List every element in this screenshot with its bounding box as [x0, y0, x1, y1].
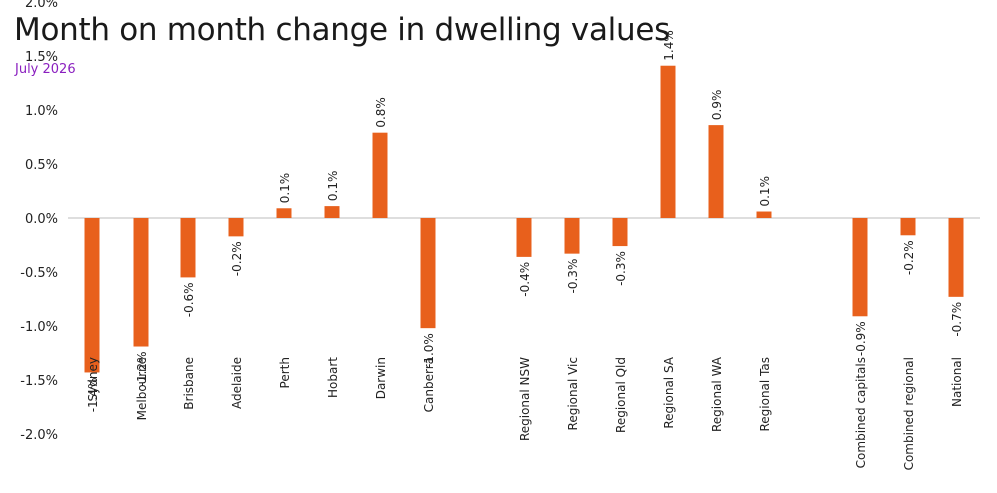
data-label: -1.0% — [422, 333, 436, 368]
data-label: -0.3% — [614, 251, 628, 286]
x-tick-label: Sydney — [86, 357, 100, 401]
y-tick-label: -2.0% — [20, 428, 58, 443]
bar — [133, 218, 149, 347]
x-tick-label: Melbourne — [135, 357, 149, 420]
bar — [228, 218, 244, 237]
x-tick-label: Regional Vic — [566, 357, 580, 430]
data-label: 1.4% — [662, 30, 676, 61]
bar — [900, 218, 916, 236]
y-tick-label: 1.0% — [25, 104, 58, 119]
bar — [708, 125, 724, 218]
data-label: -0.2% — [230, 241, 244, 276]
x-tick-label: Darwin — [374, 357, 388, 399]
y-tick-label: 0.0% — [25, 212, 58, 227]
data-label: -0.6% — [182, 282, 196, 317]
data-label: 0.1% — [326, 171, 340, 202]
y-tick-label: 2.0% — [25, 0, 58, 11]
bar — [180, 218, 196, 278]
bar — [324, 206, 340, 218]
y-tick-label: 1.5% — [25, 50, 58, 65]
x-tick-label: Regional WA — [710, 356, 724, 432]
bar — [612, 218, 628, 247]
x-tick-label: Canberra — [422, 357, 436, 412]
data-label: 0.9% — [710, 90, 724, 121]
bar — [84, 218, 100, 373]
chart-title: Month on month change in dwelling values — [14, 12, 670, 48]
bar — [948, 218, 964, 297]
x-tick-label: Perth — [278, 357, 292, 388]
x-tick-label: Regional NSW — [518, 357, 532, 441]
data-label: -0.2% — [902, 240, 916, 275]
data-label: 0.8% — [374, 97, 388, 128]
chart-subtitle: July 2026 — [15, 62, 76, 77]
data-label: -0.4% — [518, 262, 532, 297]
x-tick-label: National — [950, 357, 964, 407]
bar — [660, 65, 676, 218]
y-tick-label: -1.5% — [20, 374, 58, 389]
data-label: -0.7% — [950, 302, 964, 337]
bar — [852, 218, 868, 317]
x-axis: Sydney Melbourne Brisbane Adelaide Perth Hoba… — [86, 356, 964, 470]
y-tick-label: 0.5% — [25, 158, 58, 173]
bar — [564, 218, 580, 254]
x-tick-label: Combined regional — [902, 357, 916, 470]
data-label: -0.3% — [566, 259, 580, 294]
bar — [756, 211, 772, 218]
data-label: -0.9% — [854, 321, 868, 356]
x-tick-label: Brisbane — [182, 357, 196, 410]
y-axis: 2.0% 1.5% 1.0% 0.5% 0.0% -0.5% -1.0% -1.5% -2.0% — [20, 0, 980, 443]
x-tick-label: Regional Qld — [614, 357, 628, 433]
x-tick-label: Adelaide — [230, 357, 244, 409]
x-tick-label: Regional Tas — [758, 357, 772, 432]
x-tick-label: Combined capitals — [854, 357, 868, 468]
data-label: -1.4% — [86, 377, 100, 412]
x-tick-label: Regional SA — [662, 356, 676, 428]
data-label: -1.2% — [135, 352, 149, 387]
bar-series: -1.4% -1.2% -0.6% -0.2% 0.1% 0.1% 0.8% -1.0% -0.… — [84, 30, 964, 412]
bar — [372, 132, 388, 218]
y-tick-label: -1.0% — [20, 320, 58, 335]
data-label: 0.1% — [758, 176, 772, 207]
bar — [276, 208, 292, 218]
data-label: 0.1% — [278, 173, 292, 204]
y-tick-label: -0.5% — [20, 266, 58, 281]
x-tick-label: Hobart — [326, 357, 340, 398]
bar — [420, 218, 436, 329]
bar — [516, 218, 532, 257]
